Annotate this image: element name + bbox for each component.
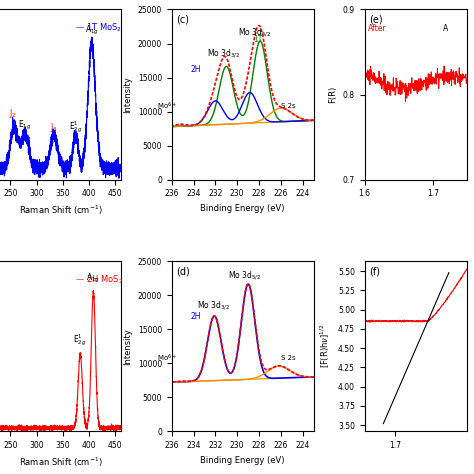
Text: Mo 3d$_{5/2}$: Mo 3d$_{5/2}$ [228, 269, 262, 282]
Text: S 2s: S 2s [281, 103, 296, 109]
Text: 2H: 2H [191, 312, 201, 321]
Text: Mo 3d$_{3/2}$: Mo 3d$_{3/2}$ [208, 47, 241, 60]
X-axis label: Binding Energy (eV): Binding Energy (eV) [201, 456, 285, 465]
X-axis label: Raman Shift (cm$^{-1}$): Raman Shift (cm$^{-1}$) [18, 204, 102, 217]
Text: E$^1_{2g}$: E$^1_{2g}$ [69, 120, 82, 135]
X-axis label: Binding Energy (eV): Binding Energy (eV) [201, 204, 285, 213]
Text: S 2s: S 2s [281, 355, 296, 361]
Text: — 1T MoS$_2$: — 1T MoS$_2$ [75, 21, 122, 34]
Text: E$^1_{2g}$: E$^1_{2g}$ [73, 333, 87, 348]
Text: (c): (c) [176, 15, 189, 25]
Y-axis label: Intensity: Intensity [123, 328, 132, 365]
Y-axis label: Intensity: Intensity [123, 76, 132, 113]
Text: A$_{1g}$: A$_{1g}$ [85, 24, 99, 36]
Text: (f): (f) [369, 266, 380, 276]
Text: 1T: 1T [253, 35, 263, 44]
Y-axis label: [F(R)h$\nu$]$^{1/2}$: [F(R)h$\nu$]$^{1/2}$ [319, 324, 332, 368]
X-axis label: Raman Shift (cm$^{-1}$): Raman Shift (cm$^{-1}$) [18, 456, 102, 469]
Text: E$_{1g}$: E$_{1g}$ [18, 119, 32, 132]
Text: After: After [368, 24, 387, 33]
Text: A: A [443, 24, 448, 33]
Y-axis label: F(R): F(R) [328, 86, 337, 103]
Text: Mo$^{6+}$: Mo$^{6+}$ [157, 353, 177, 364]
Text: J$_3$: J$_3$ [50, 121, 58, 134]
Text: — 2H MoS$_2$: — 2H MoS$_2$ [75, 273, 123, 286]
Text: (d): (d) [176, 266, 190, 276]
Text: Mo 3d$_{5/2}$: Mo 3d$_{5/2}$ [238, 27, 271, 39]
Text: Mo$^{6+}$: Mo$^{6+}$ [157, 100, 177, 112]
Text: (e): (e) [369, 15, 383, 25]
Text: J$_2$: J$_2$ [9, 107, 17, 120]
Text: 2H: 2H [191, 65, 201, 74]
Text: Mo 3d$_{3/2}$: Mo 3d$_{3/2}$ [197, 299, 230, 311]
Text: A$_{1g}$: A$_{1g}$ [86, 272, 100, 285]
